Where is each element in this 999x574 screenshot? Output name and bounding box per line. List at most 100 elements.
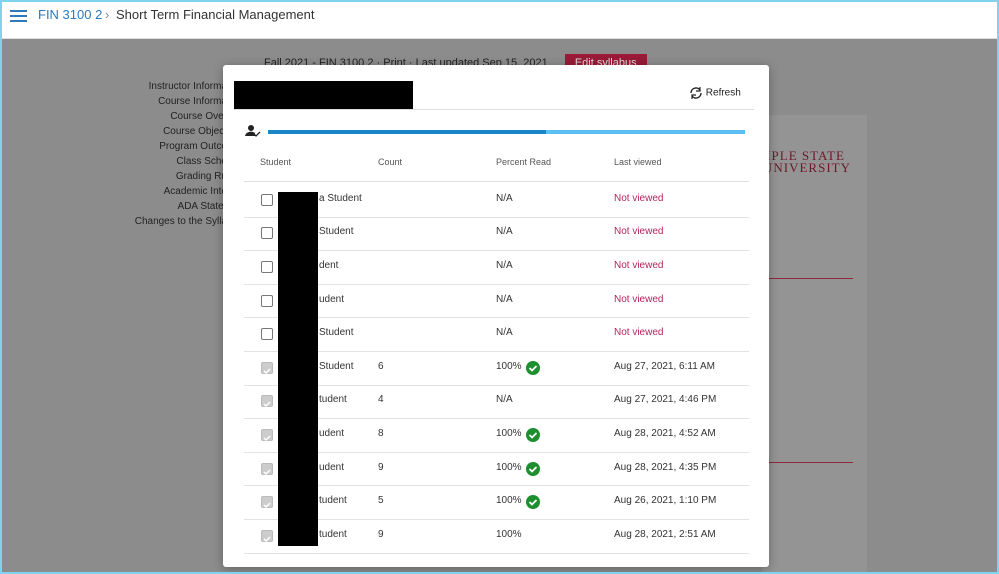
checkbox[interactable] xyxy=(261,496,273,509)
logo: MPLE STATE UNIVERSITY xyxy=(759,148,851,175)
check xyxy=(263,401,271,408)
logo-line: UNIVERSITY xyxy=(763,160,851,175)
count: 9 xyxy=(378,528,384,540)
column-header: Last viewed xyxy=(614,157,662,167)
check xyxy=(528,465,538,473)
student-name: Student xyxy=(319,360,354,372)
column-header: Student xyxy=(260,157,292,167)
nav-item[interactable]: ADA Stater xyxy=(177,201,227,212)
last-viewed: Aug 27, 2021, 6:11 AM xyxy=(614,360,716,372)
row-rule xyxy=(244,451,749,453)
check xyxy=(263,502,271,509)
nav-item[interactable]: Program Outco xyxy=(159,141,227,152)
nav-item[interactable]: Grading Ru xyxy=(175,171,227,182)
breadcrumb-title: Short Term Financial Management xyxy=(116,7,315,22)
checkbox[interactable] xyxy=(261,261,273,273)
last-viewed: Aug 28, 2021, 4:35 PM xyxy=(614,461,717,473)
reader-icon xyxy=(245,125,261,137)
divider xyxy=(769,462,853,463)
student-name: udent xyxy=(319,293,345,305)
check xyxy=(263,469,271,475)
row-rule xyxy=(244,216,749,218)
last-viewed: Not viewed xyxy=(614,327,664,339)
progress-read xyxy=(268,130,546,134)
percent-read: 100% xyxy=(496,428,522,439)
checkbox[interactable] xyxy=(261,462,273,475)
nav-item[interactable]: Course Object xyxy=(163,126,227,137)
last-viewed: Aug 27, 2021, 4:46 PM xyxy=(614,394,717,406)
row-rule xyxy=(244,317,749,319)
checkbox[interactable] xyxy=(261,227,273,240)
nav-item[interactable]: Course Informa xyxy=(158,96,227,107)
read-icon xyxy=(526,360,540,375)
percent-read: N/A xyxy=(496,293,513,305)
last-viewed: Aug 26, 2021, 1:10 PM xyxy=(614,495,717,507)
last-viewed: Not viewed xyxy=(614,192,664,204)
last-viewed: Not viewed xyxy=(614,260,664,271)
column-header: Percent Read xyxy=(496,157,552,167)
last-viewed: Aug 28, 2021, 4:52 AM xyxy=(614,428,716,439)
student-name: a Student xyxy=(319,192,362,204)
count: 6 xyxy=(378,360,384,372)
last-viewed: Aug 28, 2021, 2:51 AM xyxy=(614,528,716,540)
nav-item[interactable]: Instructor Informa xyxy=(148,81,227,92)
background-nav: Instructor Informa Course Informa Course O… xyxy=(102,79,227,229)
student-name: dent xyxy=(319,260,339,271)
checkbox[interactable] xyxy=(261,429,273,442)
count: 9 xyxy=(378,461,384,473)
read-icon xyxy=(526,428,540,442)
checkbox[interactable] xyxy=(261,361,273,374)
nav-item[interactable]: Changes to the Sylla xyxy=(134,216,227,227)
nav-item[interactable]: Academic Inte xyxy=(163,186,227,197)
percent-read: 100% xyxy=(496,360,522,372)
divider xyxy=(769,278,853,279)
column-header: Count xyxy=(378,157,403,167)
top-bar: FIN 3100 2 › Short Term Financial Manage… xyxy=(2,2,997,39)
progress-rest xyxy=(546,130,745,134)
student-name: udent xyxy=(319,461,345,473)
check xyxy=(263,368,271,374)
percent-read: N/A xyxy=(496,327,513,339)
checkbox[interactable] xyxy=(261,328,273,341)
row-rule xyxy=(244,552,749,554)
modal: Refresh Student Count Percent Read Last vie… xyxy=(223,65,769,567)
checkbox[interactable] xyxy=(261,529,273,542)
check xyxy=(528,499,538,506)
row-rule xyxy=(244,283,749,285)
count: 5 xyxy=(378,495,384,507)
row-rule xyxy=(244,351,749,352)
breadcrumb-course[interactable]: FIN 3100 2 xyxy=(38,7,103,22)
percent-read: N/A xyxy=(496,192,513,204)
header-rule xyxy=(234,109,754,110)
checkbox[interactable] xyxy=(261,193,273,206)
student-name: Student xyxy=(319,226,354,238)
row-rule xyxy=(244,485,749,487)
redaction xyxy=(278,192,318,546)
student-name: tudent xyxy=(319,495,347,507)
menu-icon[interactable] xyxy=(9,8,29,24)
check xyxy=(528,365,538,372)
refresh-icon xyxy=(690,87,702,99)
count: 8 xyxy=(378,428,384,439)
row-rule xyxy=(244,418,749,420)
last-viewed: Not viewed xyxy=(614,226,664,238)
nav-item[interactable]: Course Over xyxy=(170,111,227,122)
percent-read: N/A xyxy=(496,226,513,238)
refresh-button[interactable]: Refresh xyxy=(689,87,741,99)
check xyxy=(263,435,271,442)
read-icon xyxy=(526,495,540,510)
header-rule xyxy=(244,181,749,182)
student-name: tudent xyxy=(319,528,347,540)
checkbox[interactable] xyxy=(261,294,273,307)
percent-read: 100% xyxy=(496,461,522,473)
percent-read: 100% xyxy=(496,528,522,540)
redaction xyxy=(234,81,413,109)
percent-read: N/A xyxy=(496,260,513,271)
student-name: tudent xyxy=(319,394,347,406)
checkbox[interactable] xyxy=(261,395,273,408)
row-rule xyxy=(244,519,749,520)
nav-item[interactable]: Class Sche xyxy=(176,156,227,167)
row-rule xyxy=(244,384,749,386)
logo-line: MPLE STATE xyxy=(759,148,845,163)
